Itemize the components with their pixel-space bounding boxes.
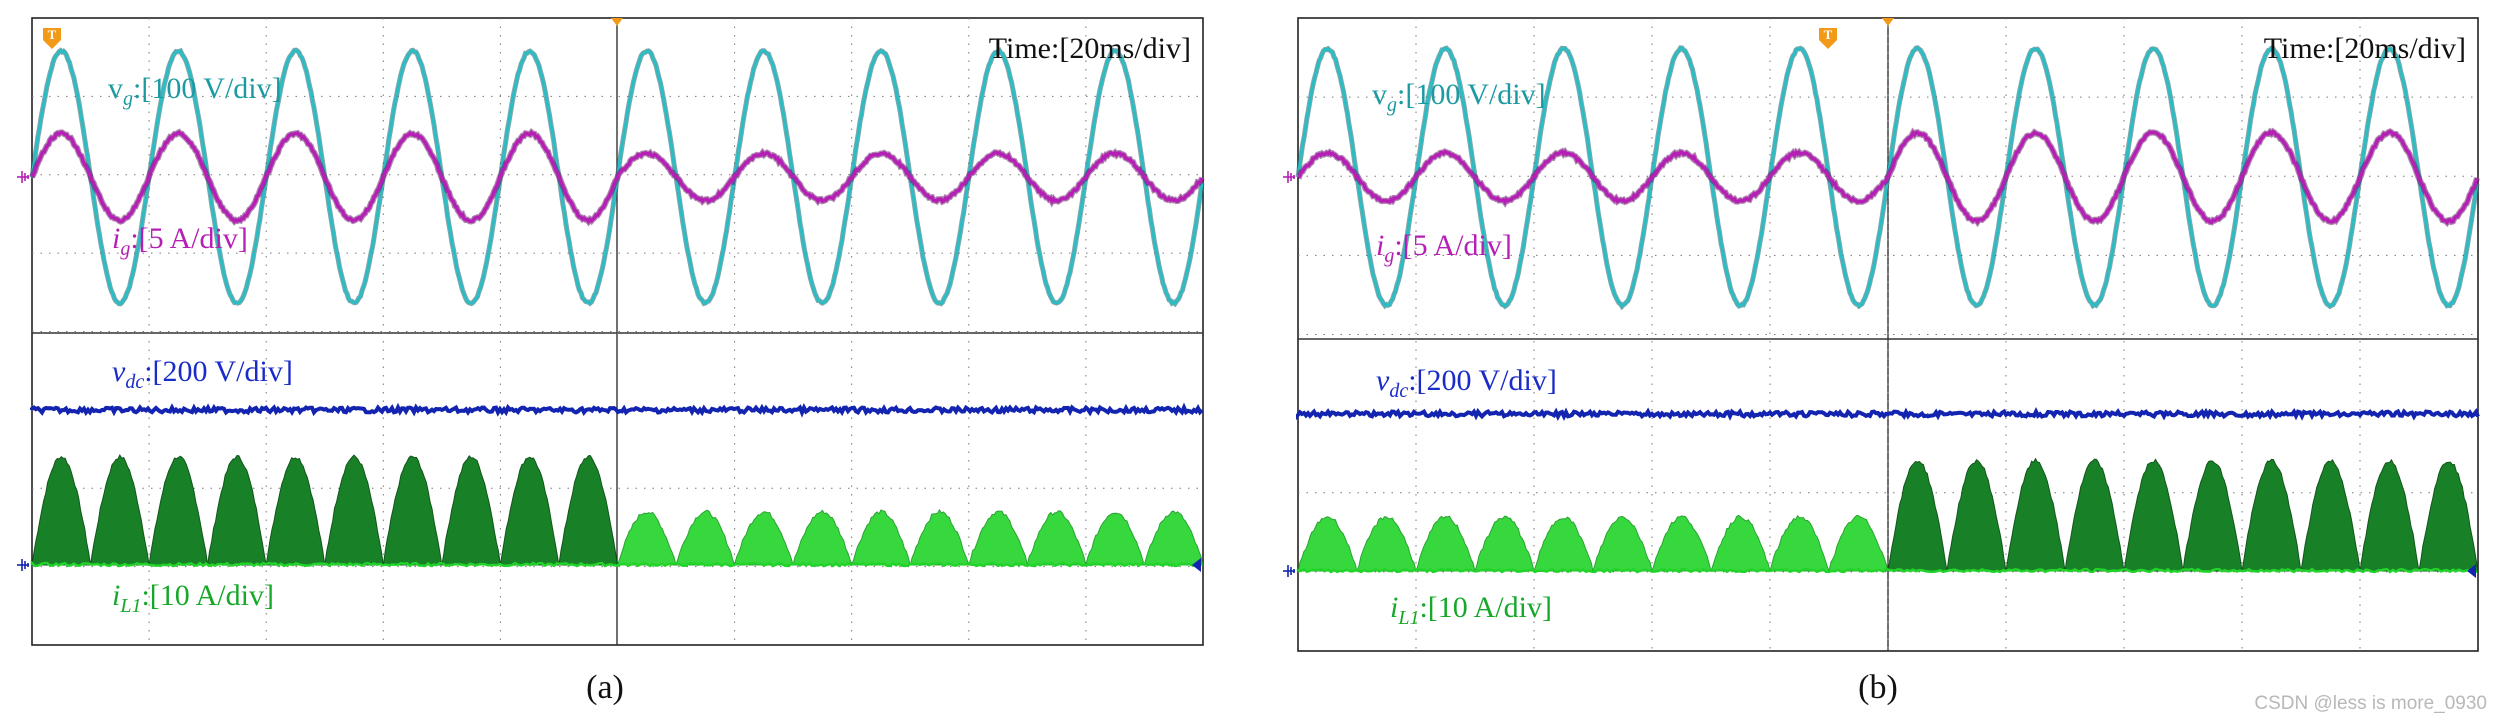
iL1-lobe (2418, 461, 2479, 572)
iL1-lobe (324, 454, 384, 566)
label-ig-symbol: i (1376, 229, 1384, 262)
label-vdc-subscript: dc (125, 371, 144, 393)
svg-text:T: T (48, 27, 57, 42)
iL1-lobe (2005, 457, 2066, 572)
iL1-lobe (31, 456, 92, 566)
position-marker-icon (1882, 18, 1894, 26)
label-iL1-subscript: L1 (1397, 607, 1419, 629)
label-iL1: iL1:[10 A/div] (112, 579, 274, 617)
iL1-lobe (2300, 458, 2361, 572)
iL1-lobe (1769, 514, 1830, 572)
iL1-baseline (30, 560, 1203, 568)
label-vdc-symbol: v (1376, 364, 1390, 397)
label-vdc-subscript: dc (1389, 380, 1408, 402)
iL1-lobe (1828, 514, 1889, 572)
label-iL1-scale: :[10 A/div] (1419, 591, 1552, 624)
trigger-marker-icon: T (1819, 27, 1837, 49)
iL1-lobe (2182, 460, 2243, 572)
iL1-lobe (2123, 458, 2184, 572)
label-vg-subscript: g (1387, 94, 1397, 116)
level-arrow-icon (1192, 558, 1201, 572)
label-ig-symbol: i (112, 222, 120, 255)
label-vdc: vdc:[200 V/div] (1376, 364, 1557, 402)
label-vg-subscript: g (123, 88, 133, 110)
label-iL1-subscript: L1 (119, 595, 141, 617)
iL1-lobe (850, 509, 911, 566)
label-iL1-symbol: i (112, 579, 120, 612)
label-vg-symbol: v (1372, 78, 1387, 111)
iL1-lobe (1297, 516, 1358, 572)
label-vdc: vdc:[200 V/div] (112, 355, 293, 393)
panel-a: Tvg:[100 V/div]ig:[5 A/div]vdc:[200 V/di… (17, 17, 1205, 706)
panel-caption: (b) (1858, 669, 1898, 706)
iL1-lobe (1887, 461, 1948, 572)
iL1-lobe (1415, 515, 1476, 572)
iL1-lobe (1474, 515, 1535, 572)
label-iL1: iL1:[10 A/div] (1390, 591, 1552, 629)
iL1-lobe (148, 455, 209, 566)
label-vdc-scale: :[200 V/div] (1408, 364, 1557, 397)
ground-marker-icon (17, 171, 29, 183)
label-iL1-scale: :[10 A/div] (141, 579, 274, 612)
iL1-lobe (1592, 515, 1653, 572)
ig-trace (30, 129, 1204, 225)
iL1-lobe (1085, 512, 1146, 566)
time-scale-label: Time:[20ms/div] (2264, 32, 2466, 65)
label-ig-subscript: g (120, 238, 130, 260)
iL1-lobe (207, 454, 267, 566)
iL1-lobe (2359, 458, 2420, 572)
vdc-trace (1296, 406, 2480, 422)
label-ig-scale: :[5 A/div] (130, 222, 248, 255)
iL1-lobe (265, 457, 326, 566)
ground-marker-icon (17, 559, 29, 571)
iL1-lobe (89, 453, 150, 566)
iL1-baseline (1296, 567, 2478, 574)
label-vg-scale: :[100 V/div] (133, 72, 282, 105)
iL1-lobe (616, 511, 677, 566)
iL1-lobe (441, 455, 501, 566)
iL1-lobe (1356, 516, 1417, 572)
ground-marker-icon (1283, 171, 1295, 183)
iL1-lobe (1533, 516, 1594, 572)
svg-text:T: T (1824, 27, 1833, 42)
label-vg: vg:[100 V/div] (108, 72, 282, 110)
ig-trace (1297, 129, 2479, 226)
iL1-lobe (1026, 510, 1087, 566)
label-iL1-symbol: i (1390, 591, 1398, 624)
watermark-text: CSDN @less is more_0930 (2254, 693, 2487, 714)
panel-b: Tvg:[100 V/div]ig:[5 A/div]vdc:[200 V/di… (1283, 17, 2480, 706)
label-vg-scale: :[100 V/div] (1397, 78, 1546, 111)
iL1-lobe (1710, 514, 1771, 572)
iL1-lobe (733, 511, 794, 566)
iL1-lobe (909, 509, 970, 566)
iL1-lobe (1946, 458, 2007, 572)
iL1-lobe (2241, 458, 2302, 572)
label-ig-scale: :[5 A/div] (1394, 229, 1512, 262)
label-ig-subscript: g (1384, 245, 1394, 267)
iL1-lobe (499, 456, 560, 566)
label-ig: ig:[5 A/div] (1376, 229, 1512, 267)
iL1-lobe (382, 455, 443, 566)
label-vdc-scale: :[200 V/div] (144, 355, 293, 388)
iL1-lobe (1651, 515, 1712, 572)
label-vdc-symbol: v (112, 355, 126, 388)
iL1-lobe (675, 509, 736, 566)
panel-caption: (a) (586, 669, 624, 706)
level-arrow-icon (2467, 564, 2476, 578)
trigger-marker-icon: T (43, 27, 61, 49)
iL1-lobe (968, 510, 1028, 566)
ground-marker-icon (1283, 565, 1295, 577)
iL1-lobe (2064, 458, 2125, 572)
iL1-lobe (1143, 510, 1204, 566)
label-vg-symbol: v (108, 72, 123, 105)
iL1-lobe (792, 509, 853, 566)
label-vg: vg:[100 V/div] (1372, 78, 1546, 116)
vdc-trace (30, 402, 1204, 418)
iL1-lobe (558, 454, 619, 566)
time-scale-label: Time:[20ms/div] (989, 32, 1191, 65)
label-ig: ig:[5 A/div] (112, 222, 248, 260)
position-marker-icon (611, 18, 623, 26)
